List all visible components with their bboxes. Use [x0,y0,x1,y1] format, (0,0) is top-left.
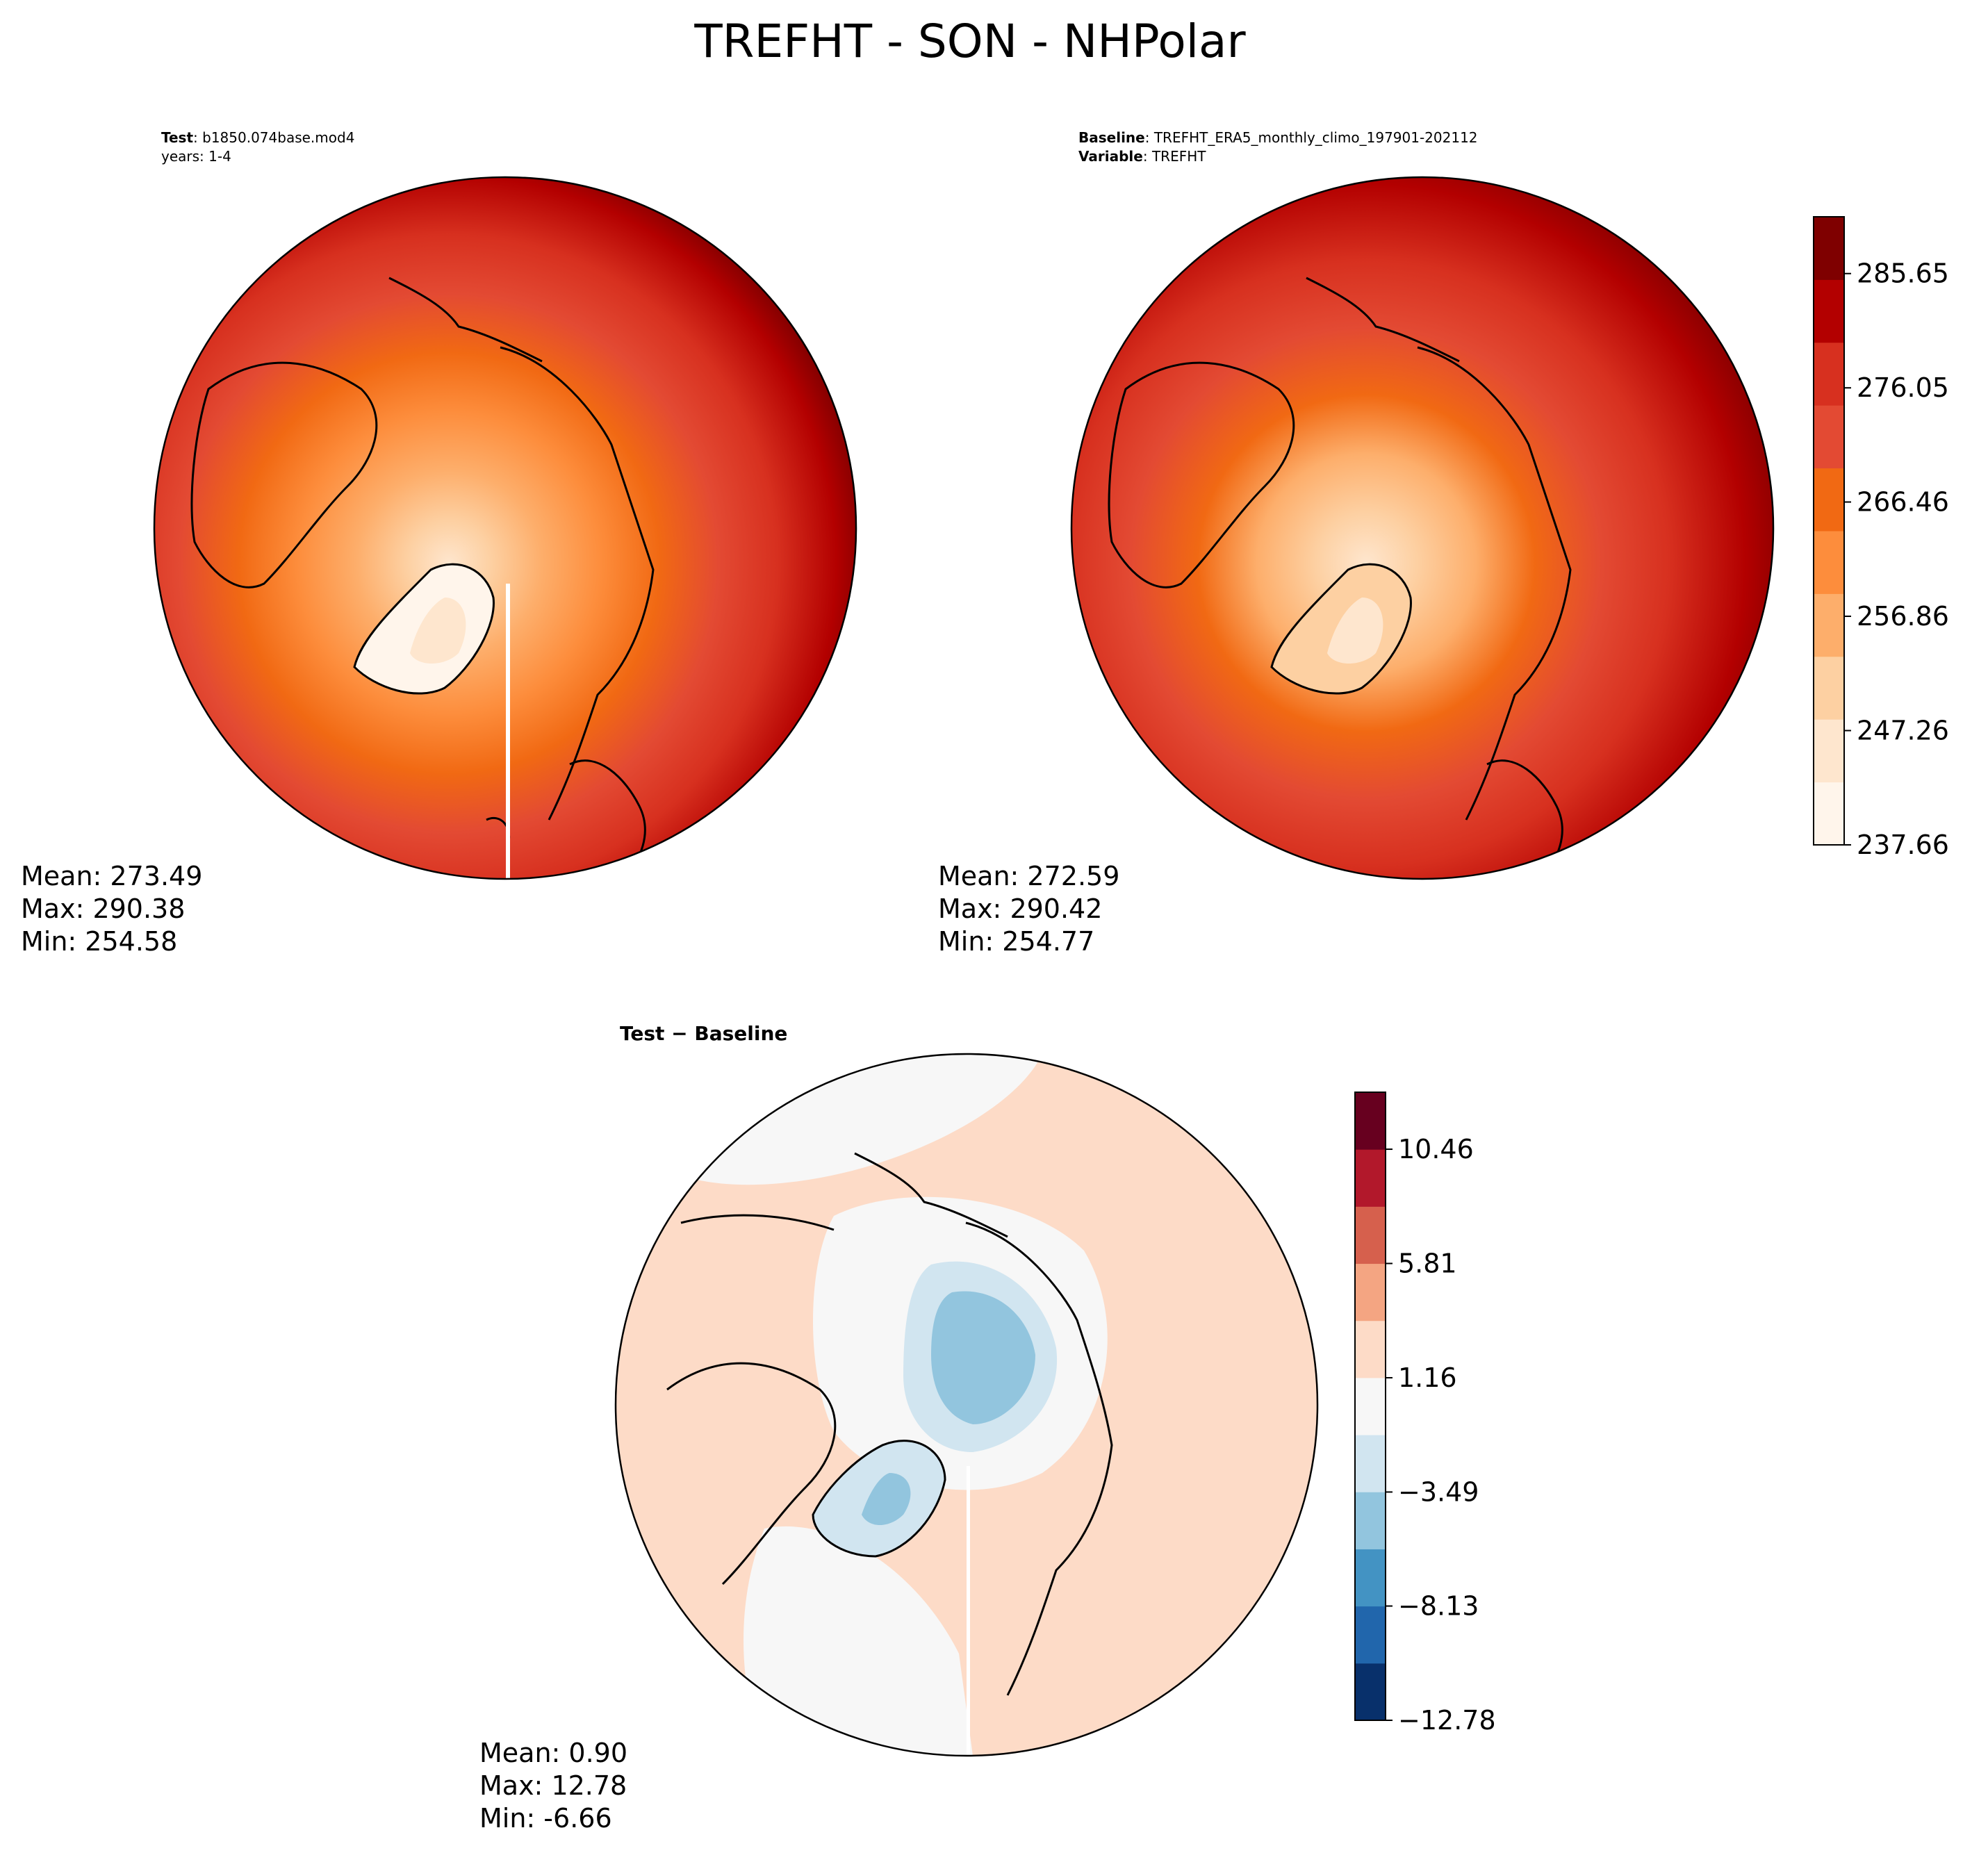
baseline-label-value: TREFHT_ERA5_monthly_climo_197901-202112 [1153,129,1478,146]
baseline-panel: Baseline: TREFHT_ERA5_monthly_climo_1979… [938,129,1775,957]
diff-map-border [614,1053,1319,1757]
test-label-value: b1850.074base.mod4 [202,129,354,146]
rdbu-colorbar-frame [1354,1092,1386,1721]
rdbu-colorbar-segment [1355,1206,1386,1265]
baseline-variable-value: TREFHT [1151,148,1206,165]
baseline-label: Baseline: TREFHT_ERA5_monthly_climo_1979… [1078,129,1478,146]
baseline-eurasia-coast [1417,346,1572,821]
reds-colorbar-segment [1814,279,1844,343]
reds-colorbar-segment [1814,405,1844,469]
baseline-min: Min: 254.77 [938,926,1094,957]
baseline-variable-bold: Variable [1078,148,1143,165]
reds-colorbar-tick-label: 266.46 [1857,487,1949,518]
test-map-border [153,176,857,880]
baseline-canada [1108,361,1295,588]
rdbu-colorbar-segment [1355,1092,1386,1150]
reds-colorbar-segment [1814,593,1844,657]
rdbu-colorbar-tick-label: −12.78 [1398,1705,1496,1736]
rdbu-colorbar-tick-label: −3.49 [1398,1476,1479,1507]
baseline-map [1071,177,1773,879]
reds-colorbar-segment [1814,719,1844,783]
rdbu-colorbar-segment [1355,1320,1386,1378]
reds-colorbar-tick-label: 237.66 [1857,830,1949,860]
baseline-variable: Variable: TREFHT [1078,148,1206,165]
reds-colorbar-tick-label: 247.26 [1857,716,1949,746]
baseline-map-border [1070,176,1775,880]
test-mean: Mean: 273.49 [21,861,202,891]
test-max: Max: 290.38 [21,893,185,924]
rdbu-colorbar-segment [1355,1263,1386,1321]
reds-colorbar-segment [1814,531,1844,594]
rdbu-colorbar-segment [1355,1606,1386,1664]
test-panel: Test: b1850.074base.mod4 years: 1-4 Mean… [21,129,857,957]
rdbu-colorbar-tick-label: 1.16 [1398,1362,1457,1393]
reds-colorbar-segment [1814,217,1844,280]
reds-colorbar: 285.65 276.05 266.46 256.86 247.26 237.66 [1813,216,1949,860]
reds-colorbar-tick-label: 285.65 [1857,258,1949,289]
rdbu-colorbar-segment [1355,1435,1386,1492]
rdbu-colorbar-tick-label: 5.81 [1398,1249,1457,1279]
rdbu-colorbar-segment [1355,1549,1386,1607]
test-label-bold: Test [161,129,193,146]
test-years: years: 1-4 [161,148,231,165]
reds-colorbar-segment [1814,782,1844,846]
reds-colorbar-segment [1814,468,1844,532]
test-map [154,177,856,879]
figure-title: TREFHT - SON - NHPolar [693,15,1246,68]
diff-panel: Test − Baseline Mean: 0.90 Max: 12.78 Mi… [479,1022,1319,1834]
rdbu-colorbar-segment [1355,1492,1386,1549]
rdbu-colorbar-segment [1355,1663,1386,1721]
diff-mean: Mean: 0.90 [479,1738,627,1768]
rdbu-colorbar: 10.46 5.81 1.16 −3.49 −8.13 −12.78 [1354,1092,1496,1736]
baseline-label-bold: Baseline [1078,129,1145,146]
diff-max: Max: 12.78 [479,1770,627,1801]
test-label: Test: b1850.074base.mod4 [161,129,354,146]
reds-colorbar-frame [1813,216,1845,846]
baseline-max: Max: 290.42 [938,893,1102,924]
reds-colorbar-segment [1814,656,1844,720]
diff-map [616,1054,1317,1756]
rdbu-colorbar-tick-label: 10.46 [1398,1134,1474,1164]
reds-colorbar-segment [1814,342,1844,406]
test-eurasia-coast [500,346,655,821]
baseline-mean: Mean: 272.59 [938,861,1119,891]
rdbu-colorbar-segment [1355,1149,1386,1207]
reds-colorbar-tick-label: 256.86 [1857,601,1949,632]
rdbu-colorbar-tick-label: −8.13 [1398,1591,1479,1622]
diff-title: Test − Baseline [620,1022,787,1045]
reds-colorbar-tick-label: 276.05 [1857,372,1949,403]
diff-min: Min: -6.66 [479,1803,612,1834]
test-canada [190,361,378,588]
test-min: Min: 254.58 [21,926,177,957]
rdbu-colorbar-segment [1355,1377,1386,1435]
